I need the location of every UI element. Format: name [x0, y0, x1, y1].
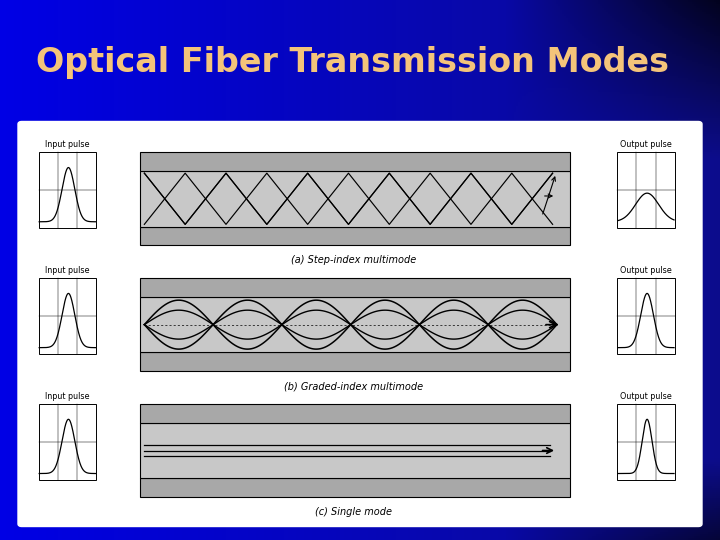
- Bar: [140, 278, 570, 297]
- Bar: [140, 227, 570, 245]
- Bar: [39, 278, 96, 354]
- Bar: [140, 353, 570, 371]
- Text: Output pulse: Output pulse: [620, 140, 672, 149]
- Bar: [140, 171, 570, 227]
- Bar: [39, 152, 96, 228]
- Bar: [140, 478, 570, 497]
- FancyBboxPatch shape: [18, 122, 702, 526]
- Bar: [617, 152, 675, 228]
- Bar: [617, 278, 675, 354]
- Text: (c) Single mode: (c) Single mode: [315, 507, 392, 517]
- Text: (a) Step-index multimode: (a) Step-index multimode: [291, 255, 416, 265]
- Text: Output pulse: Output pulse: [620, 266, 672, 275]
- Text: Input pulse: Input pulse: [45, 140, 89, 149]
- Bar: [140, 152, 570, 171]
- Text: Input pulse: Input pulse: [45, 266, 89, 275]
- Text: (b) Graded-index multimode: (b) Graded-index multimode: [284, 381, 423, 391]
- Bar: [617, 404, 675, 480]
- Bar: [140, 297, 570, 353]
- Bar: [140, 404, 570, 423]
- Bar: [39, 404, 96, 480]
- Text: Input pulse: Input pulse: [45, 392, 89, 401]
- Bar: [140, 423, 570, 478]
- Text: Optical Fiber Transmission Modes: Optical Fiber Transmission Modes: [36, 45, 669, 79]
- Text: Output pulse: Output pulse: [620, 392, 672, 401]
